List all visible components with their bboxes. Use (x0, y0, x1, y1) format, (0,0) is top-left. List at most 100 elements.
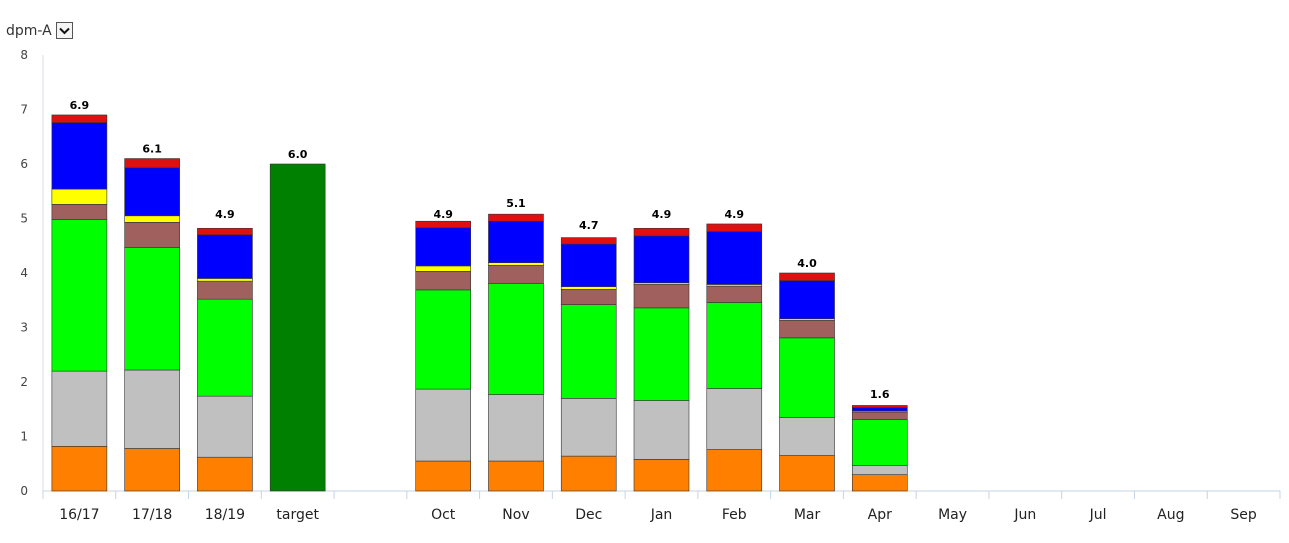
bar-segment (488, 262, 544, 266)
bar-segment (415, 220, 472, 229)
x-tick-label: Aug (1157, 507, 1184, 523)
x-tick-label: Apr (868, 507, 892, 523)
y-tick-label: 1 (20, 430, 28, 444)
bar-segment (560, 455, 617, 492)
y-tick-label: 7 (20, 103, 28, 117)
bar-segment (415, 460, 472, 492)
data-label: 4.9 (652, 208, 672, 221)
chart-bars (51, 114, 908, 492)
bar-segment (197, 228, 253, 236)
bar-segment (633, 228, 690, 237)
bar-segment (851, 474, 908, 492)
bar-segment (124, 167, 180, 217)
bar-segment (851, 419, 908, 466)
bar-segment (488, 213, 544, 222)
bar-segment (269, 163, 326, 492)
bar-segment (779, 455, 835, 492)
chart-labels: 6.9 6.1 4.9 6.0 4.9 5.1 4.7 4.9 4.9 4.0 1.6 (70, 99, 890, 401)
x-tick-label: 17/18 (132, 507, 172, 523)
x-tick-label: Dec (575, 507, 602, 523)
x-tick-label: May (938, 507, 967, 523)
data-label: 4.9 (433, 208, 453, 221)
bar-segment (51, 122, 108, 190)
bar-segment (124, 158, 180, 169)
bar-segment (197, 234, 253, 279)
bar-segment (851, 465, 908, 475)
chevron-down-icon (59, 27, 70, 34)
data-label: 4.7 (579, 219, 599, 232)
bar-segment (51, 114, 108, 123)
bar-segment (633, 284, 690, 309)
bar-segment (560, 237, 617, 245)
data-label: 4.9 (215, 208, 235, 221)
x-tick-label: Jul (1089, 507, 1107, 523)
x-tick-label: 18/19 (205, 507, 245, 523)
data-label: 6.0 (288, 148, 308, 161)
bar-segment (706, 223, 763, 232)
bar-segment (197, 395, 253, 458)
bar-segment (488, 220, 544, 263)
y-tick-label: 5 (20, 212, 28, 226)
bar-segment (415, 227, 472, 267)
bar-segment (560, 304, 617, 399)
bar-segment (488, 283, 544, 395)
bar-segment (779, 337, 835, 418)
data-label: 4.0 (797, 257, 817, 270)
bar-segment (779, 280, 835, 320)
data-label: 1.6 (870, 388, 890, 401)
bar-segment (415, 388, 472, 462)
x-tick-label: Oct (431, 507, 456, 523)
bar-segment (706, 285, 763, 303)
bar-segment (851, 407, 908, 412)
bar-segment (706, 231, 763, 285)
bar-segment (124, 247, 180, 371)
bar-segment (415, 265, 472, 272)
y-tick-label: 0 (20, 484, 28, 498)
bar-segment (706, 302, 763, 389)
metric-selector-label: dpm-A (6, 22, 52, 39)
bar-segment (706, 388, 763, 450)
x-tick-label: Nov (502, 507, 529, 523)
data-label: 6.9 (70, 99, 90, 112)
y-tick-label: 3 (20, 321, 28, 335)
x-tick-label: Jun (1013, 507, 1036, 523)
bar-segment (51, 446, 108, 492)
bar-segment (488, 265, 544, 284)
bar-segment (560, 286, 617, 290)
chart-axes: 0 1 2 3 4 5 6 7 8 16/17 17/18 18/19 target Oct Nov Dec J… (20, 48, 1281, 523)
bar-segment (488, 394, 544, 462)
y-tick-label: 8 (20, 48, 28, 62)
bar-segment (197, 278, 253, 282)
x-tick-label: target (276, 507, 319, 523)
bar-segment (633, 459, 690, 492)
bar-segment (124, 369, 180, 449)
bar-segment (633, 307, 690, 401)
metric-dropdown-button[interactable] (55, 22, 73, 39)
bar-segment (415, 289, 472, 390)
bar-segment (779, 272, 835, 281)
bar-segment (197, 456, 253, 492)
bar-segment (415, 271, 472, 291)
x-tick-label: Mar (794, 507, 821, 523)
data-label: 6.1 (142, 143, 162, 156)
bar-segment (124, 215, 180, 223)
data-label: 4.9 (725, 208, 745, 221)
bar-segment (560, 289, 617, 305)
bar-segment (124, 448, 180, 492)
x-tick-label: 16/17 (59, 507, 99, 523)
bar-segment (779, 417, 835, 456)
bar-segment (124, 222, 180, 248)
bar-segment (633, 400, 690, 460)
bar-segment (851, 411, 908, 420)
bar-segment (851, 405, 908, 408)
bar-segment (560, 243, 617, 287)
bar-segment (633, 235, 690, 284)
bar-segment (51, 204, 108, 220)
bar-segment (706, 449, 763, 492)
bar-segment (560, 398, 617, 457)
x-tick-label: Sep (1230, 507, 1257, 523)
bar-segment (197, 298, 253, 397)
x-tick-label: Jan (650, 507, 673, 523)
bar-segment (197, 280, 253, 300)
